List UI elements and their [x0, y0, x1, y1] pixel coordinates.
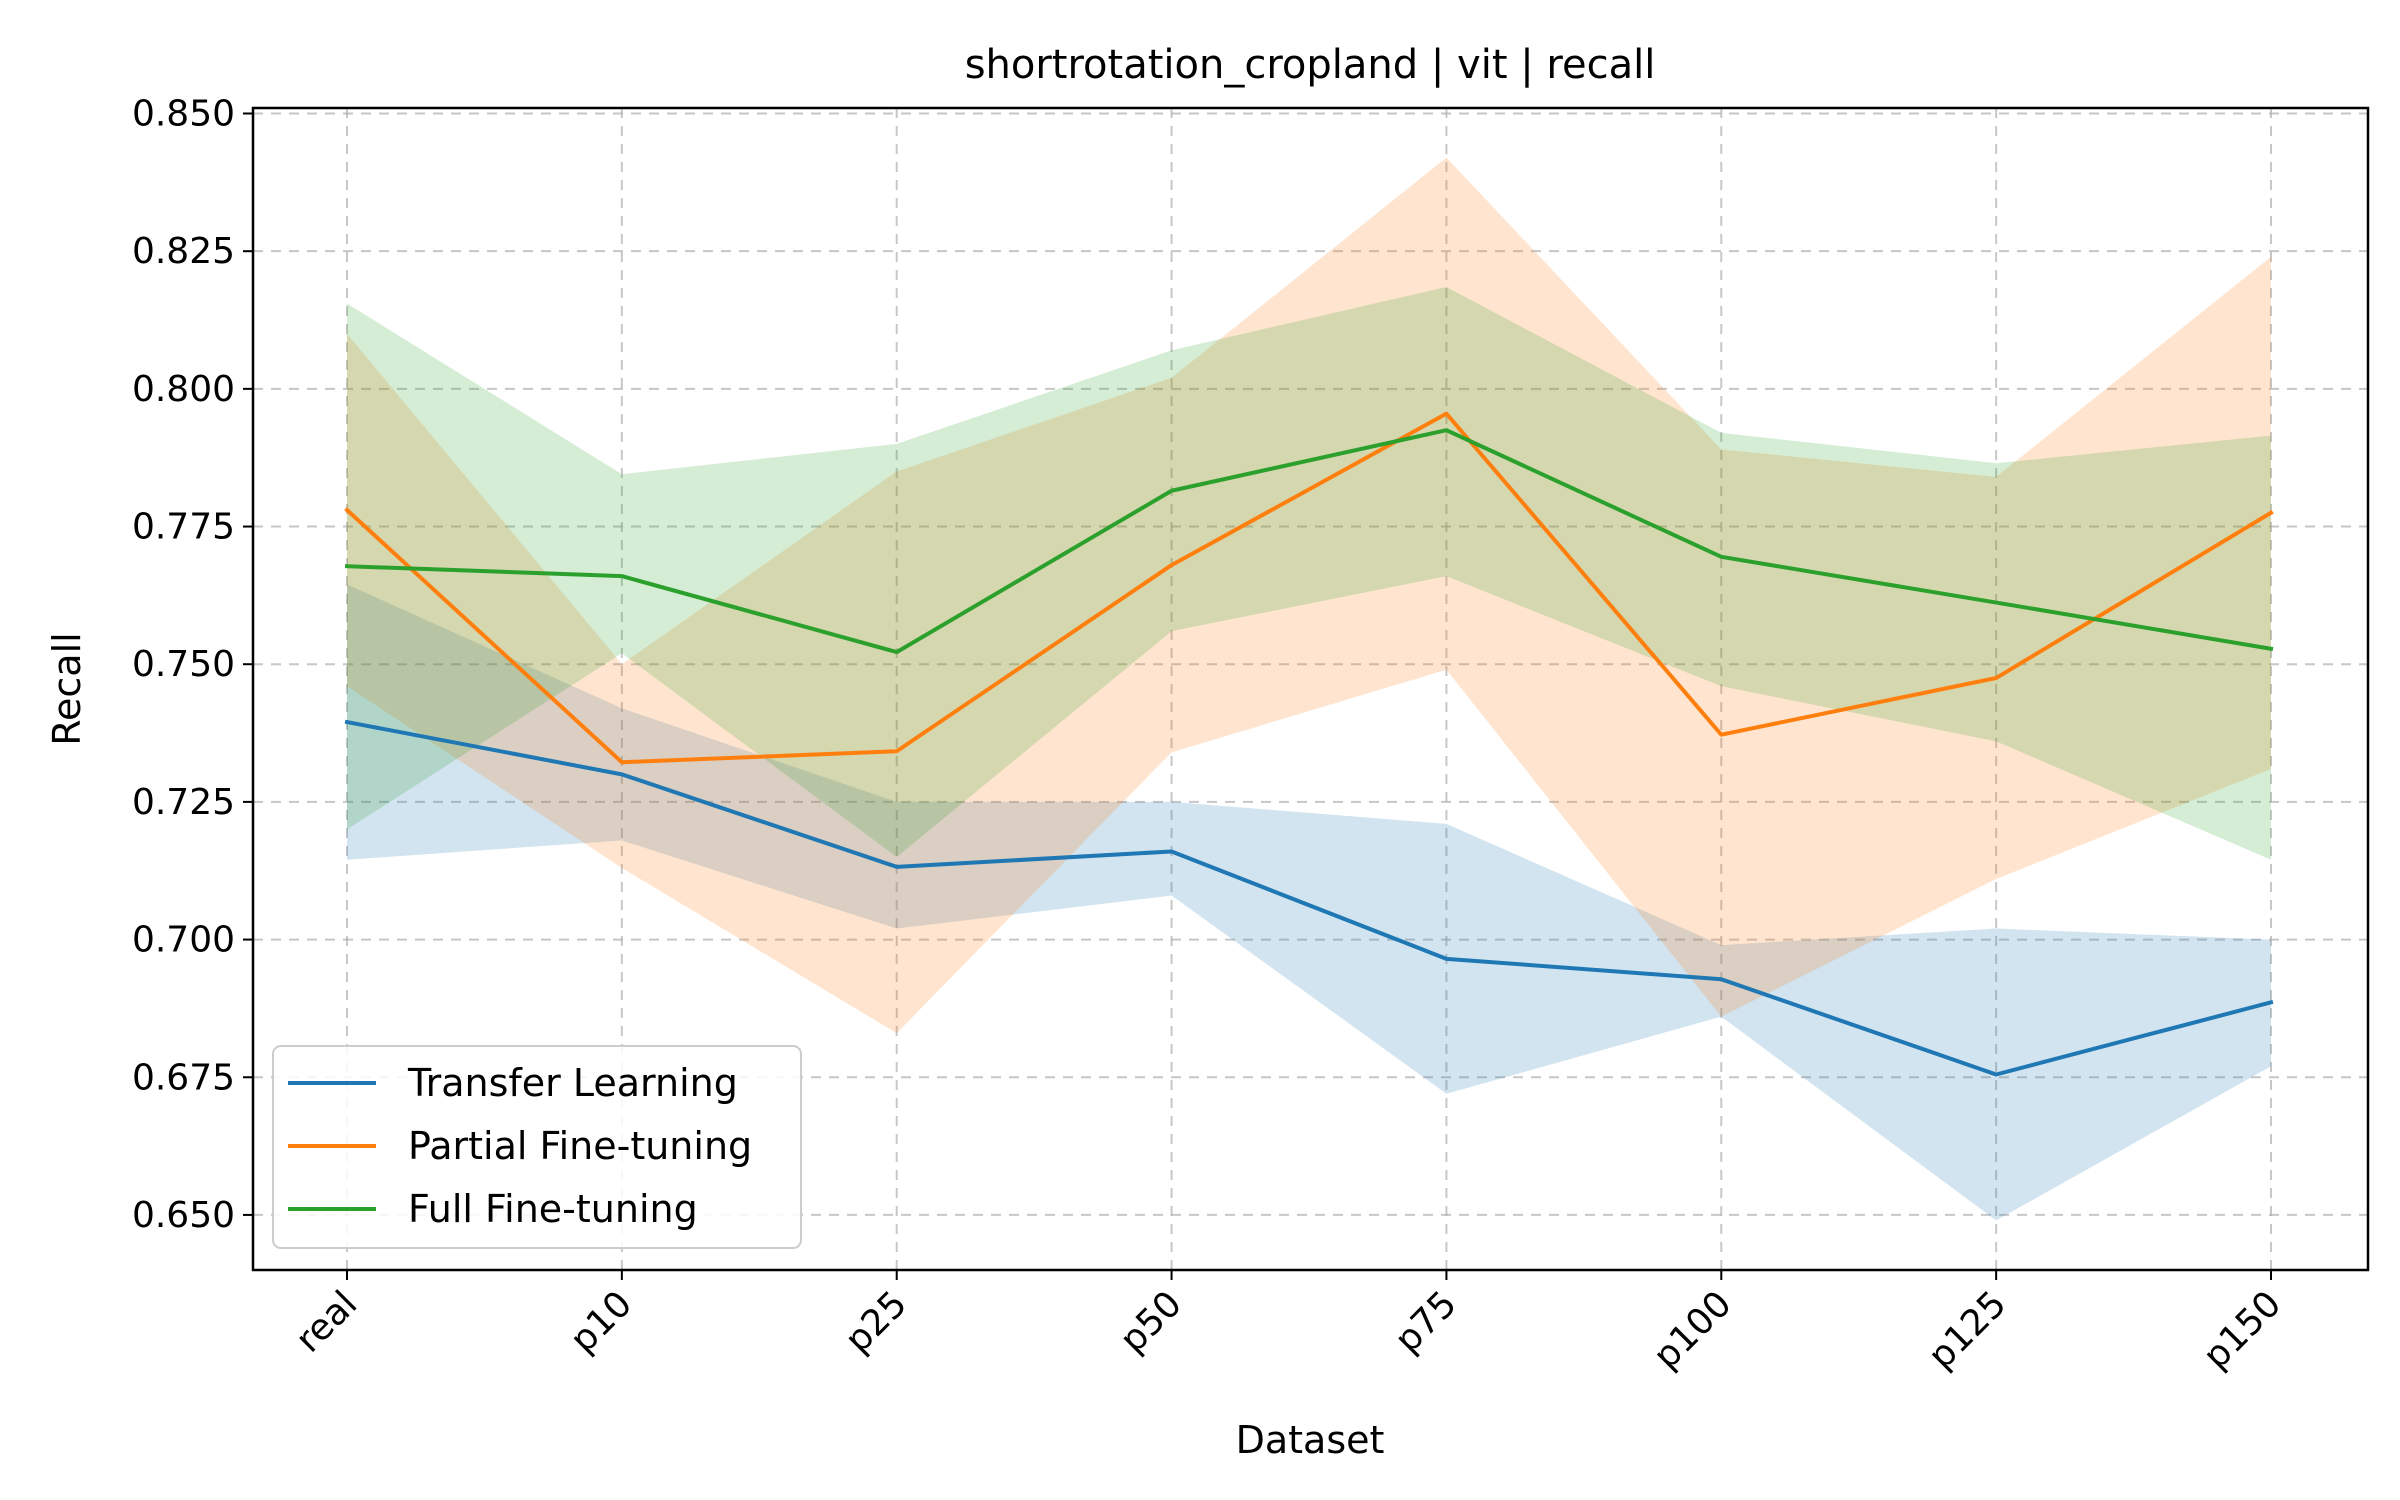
confidence-band-3 [347, 286, 2271, 860]
series-line-1 [344, 719, 2274, 1077]
confidence-band-2 [347, 157, 2271, 1034]
legend-label-3: Full Fine-tuning [408, 1187, 698, 1231]
confidence-bands [347, 157, 2271, 1221]
y-tick-label: 0.800 [132, 369, 235, 410]
y-tick-label: 0.650 [132, 1195, 235, 1236]
legend-label-2: Partial Fine-tuning [408, 1124, 752, 1168]
x-axis-label: Dataset [1236, 1418, 1385, 1462]
y-tick-label: 0.775 [132, 507, 235, 548]
y-tick-label: 0.850 [132, 94, 235, 135]
y-tick-label: 0.675 [132, 1057, 235, 1098]
chart-title: shortrotation_cropland | vit | recall [965, 42, 1656, 88]
y-tick-label: 0.725 [132, 782, 235, 823]
grid-layer [253, 108, 2368, 1270]
legend: Transfer Learning Partial Fine-tuning Full… [272, 1045, 802, 1249]
series-lines [344, 411, 2274, 1077]
y-axis-ticks: 0.650 0.675 0.700 0.725 0.750 0.775 0.800 0.825… [132, 94, 253, 1236]
legend-box [272, 1045, 802, 1249]
y-axis-label: Recall [45, 632, 89, 745]
y-tick-label: 0.750 [132, 644, 235, 685]
plot-area-frame [251, 106, 2370, 1272]
series-line-3 [344, 428, 2274, 655]
legend-entries: Transfer Learning Partial Fine-tuning Full… [288, 1061, 752, 1231]
y-tick-label: 0.825 [132, 231, 235, 272]
legend-label-1: Transfer Learning [407, 1061, 738, 1105]
y-tick-label: 0.700 [132, 920, 235, 961]
series-line-2 [344, 411, 2274, 765]
confidence-band-1 [347, 584, 2271, 1221]
